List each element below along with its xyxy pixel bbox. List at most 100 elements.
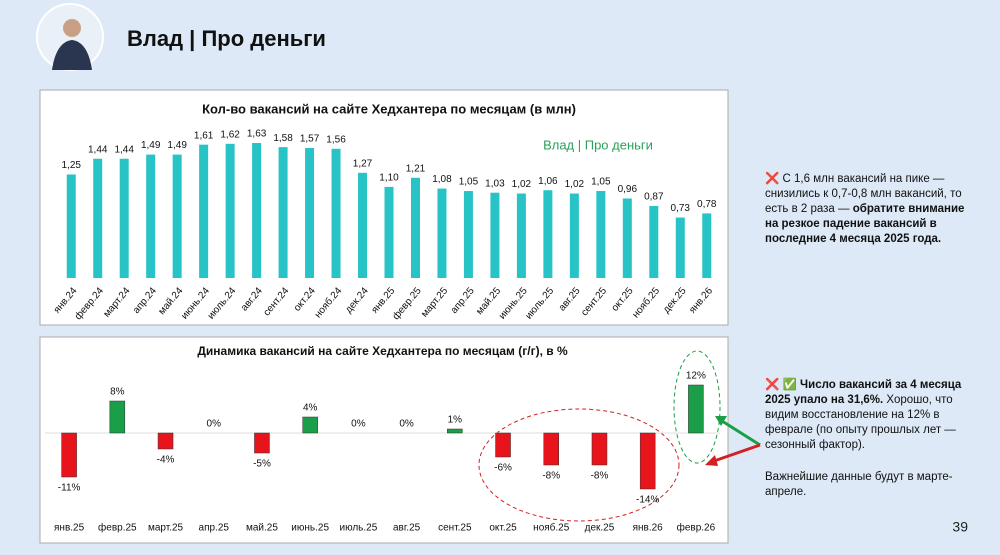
arrow-head [705, 455, 718, 466]
data-label: 1,56 [326, 134, 346, 145]
bar [254, 432, 270, 454]
data-label: 0% [207, 419, 222, 430]
note-icon: ❌ ✅ [765, 379, 797, 391]
x-tick-label: авг.25 [393, 523, 421, 534]
bar [93, 158, 103, 278]
data-label: 1,63 [247, 129, 267, 140]
data-label: 1,05 [459, 177, 479, 188]
bar [199, 144, 209, 278]
x-tick-label: дек.25 [585, 523, 615, 534]
data-label: -5% [253, 459, 271, 470]
chart-title: Кол-во вакансий на сайте Хедхантера по м… [202, 101, 576, 116]
x-tick-label: янв.26 [633, 523, 664, 534]
x-tick-label: март.25 [148, 523, 184, 534]
bar [675, 217, 685, 278]
note: Важнейшие данные будут в марте-апреле. [765, 470, 980, 500]
data-label: 1,27 [353, 158, 373, 169]
data-label: -4% [157, 455, 175, 466]
slide-title: Влад | Про деньги [127, 26, 326, 51]
bar [66, 174, 76, 278]
note-emphasis: обратите внимание на резкое падение вака… [765, 203, 965, 245]
data-label: 1,44 [88, 144, 108, 155]
bar [410, 177, 420, 278]
data-label: 1,06 [538, 176, 558, 187]
data-label: 0,78 [697, 199, 717, 210]
data-label: 0% [399, 419, 414, 430]
chart-title: Динамика вакансий на сайте Хедхантера по… [197, 344, 568, 358]
avatar-body [52, 40, 92, 70]
bar [516, 193, 526, 278]
note-emphasis: Число вакансий за 4 месяца 2025 упало на… [765, 379, 962, 406]
data-label: 1,02 [512, 179, 532, 190]
bar [157, 432, 174, 450]
arrow-head [715, 416, 727, 426]
bar [622, 198, 632, 278]
note-text: Хорошо, что видим восстановление на 12% … [765, 394, 956, 451]
bar [384, 186, 394, 278]
bar [358, 172, 368, 278]
note-text: Важнейшие данные будут в марте-апреле. [765, 471, 953, 498]
bar [331, 148, 341, 278]
bar [172, 154, 182, 278]
bar [495, 432, 511, 458]
data-label: 1,44 [114, 144, 134, 155]
data-label: 1% [448, 415, 463, 426]
data-label: 0,87 [644, 192, 664, 203]
page-number: 39 [952, 519, 968, 535]
data-label: 0% [351, 419, 366, 430]
bar [302, 416, 318, 434]
data-label: 1,61 [194, 130, 214, 141]
data-label: 1,49 [167, 140, 187, 151]
data-label: 4% [303, 403, 318, 414]
x-tick-label: май.25 [246, 523, 278, 534]
highlight-ellipse [673, 350, 721, 464]
data-label: -6% [494, 463, 512, 474]
data-label: 0,96 [618, 184, 638, 195]
data-label: 1,25 [62, 160, 82, 171]
data-label: 1,49 [141, 140, 161, 151]
x-tick-label: февр.26 [677, 522, 716, 534]
data-label: 1,10 [379, 173, 399, 184]
data-label: 1,03 [485, 178, 505, 189]
bar [688, 384, 704, 434]
data-label: -8% [542, 471, 560, 482]
note-icon: ❌ [765, 173, 780, 185]
bar [490, 192, 500, 278]
data-label: 8% [110, 387, 125, 398]
bar [463, 191, 473, 278]
highlight-ellipse [478, 408, 680, 522]
data-label: 1,21 [406, 163, 426, 174]
note: ❌ С 1,6 млн вакансий на пике — снизились… [765, 172, 980, 247]
x-tick-label: июнь.25 [291, 523, 329, 534]
bar [639, 432, 656, 490]
data-label: 1,05 [591, 177, 611, 188]
annotation: Влад | Про деньги [543, 137, 653, 152]
bar [591, 432, 608, 466]
data-label: 1,08 [432, 174, 452, 185]
data-label: -8% [591, 471, 609, 482]
bar [119, 158, 129, 278]
bar [61, 432, 77, 478]
bar [596, 191, 606, 278]
bar [569, 193, 579, 278]
avatar-head [63, 19, 81, 37]
chart-panel [39, 336, 729, 544]
data-label: 1,58 [273, 133, 293, 144]
arrow [713, 443, 761, 463]
data-label: 1,62 [220, 129, 240, 140]
bar [702, 213, 712, 278]
data-label: 1,02 [565, 179, 585, 190]
x-tick-label: февр.25 [98, 522, 137, 534]
data-label: 12% [686, 371, 706, 382]
data-label: 0,73 [671, 203, 691, 214]
bar [649, 205, 659, 278]
x-tick-label: нояб.25 [533, 522, 570, 534]
x-tick-label: окт.25 [489, 523, 517, 534]
bar [278, 147, 288, 278]
x-tick-label: сент.25 [438, 523, 472, 534]
data-label: -11% [58, 483, 81, 494]
note: ❌ ✅ Число вакансий за 4 месяца 2025 упал… [765, 378, 980, 453]
bar [225, 143, 235, 278]
